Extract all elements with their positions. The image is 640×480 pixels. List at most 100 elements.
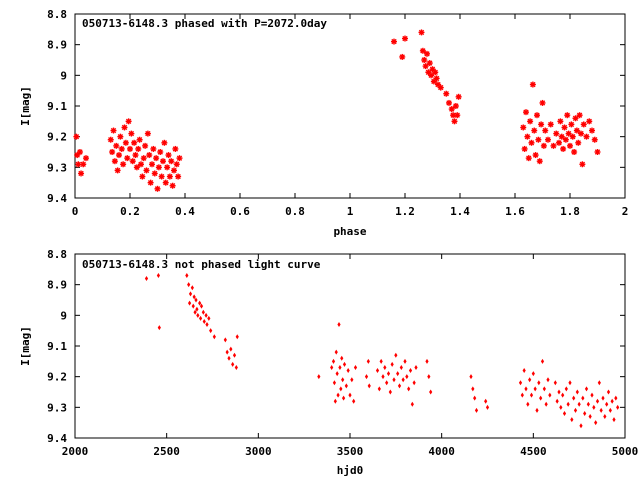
- data-point: [597, 380, 601, 386]
- x-tick-label: 2: [622, 205, 629, 218]
- data-point: [520, 124, 527, 131]
- data-point: [383, 364, 387, 370]
- data-point: [425, 69, 432, 76]
- data-point: [338, 364, 342, 370]
- data-point: [187, 282, 191, 288]
- data-point: [377, 386, 381, 392]
- data-point: [542, 127, 549, 134]
- data-point: [538, 121, 545, 128]
- data-point: [379, 358, 383, 364]
- x-tick-label: 0: [72, 205, 79, 218]
- data-point: [157, 149, 164, 155]
- data-point: [568, 380, 572, 386]
- x-tick-label: 1.2: [395, 205, 415, 218]
- data-point: [122, 139, 129, 146]
- data-point: [169, 182, 176, 189]
- data-point: [590, 392, 594, 398]
- data-point: [107, 136, 114, 143]
- data-point: [578, 130, 584, 137]
- x-tick-label: 4000: [428, 445, 455, 458]
- data-point: [341, 395, 346, 401]
- data-point: [556, 139, 562, 146]
- phased-light-curve-panel: 050713-6148.3 phased with P=2072.0day ph…: [19, 8, 628, 238]
- data-point: [528, 377, 532, 383]
- data-point: [454, 112, 461, 119]
- y-tick-label: 9.2: [47, 371, 67, 384]
- data-point: [401, 377, 405, 383]
- data-point: [73, 133, 80, 140]
- x-tick-label: 0.6: [230, 205, 250, 218]
- data-point: [572, 395, 576, 401]
- y-tick-label: 9.3: [47, 401, 67, 414]
- data-point: [117, 133, 124, 140]
- plot-frame: [74, 13, 626, 199]
- data-point: [399, 53, 406, 60]
- data-point: [133, 164, 140, 171]
- data-point: [127, 145, 133, 152]
- data-point: [198, 300, 202, 306]
- data-point: [151, 170, 158, 177]
- data-point: [595, 398, 600, 404]
- data-point: [160, 158, 166, 165]
- data-point: [124, 155, 131, 162]
- data-point: [533, 386, 537, 392]
- data-point: [569, 133, 576, 140]
- data-point: [573, 407, 578, 413]
- data-point: [111, 158, 118, 165]
- data-point: [545, 136, 551, 143]
- chart-title: 050713-6148.3 not phased light curve: [82, 258, 321, 271]
- data-point: [437, 84, 444, 91]
- data-point: [204, 312, 208, 318]
- x-tick-label: 0.4: [175, 205, 195, 218]
- data-point: [231, 361, 235, 367]
- data-point: [113, 142, 120, 149]
- data-point: [394, 352, 398, 358]
- data-point: [153, 155, 160, 162]
- data-point: [565, 130, 572, 137]
- data-point: [575, 389, 579, 395]
- data-point: [581, 395, 585, 401]
- data-point: [412, 380, 416, 386]
- data-point: [352, 398, 356, 404]
- tick-group: 2000 2500 3000 3500 4000 4500 5000 8.8 8.9 9 9.1 9.…: [47, 248, 638, 458]
- data-point: [573, 127, 580, 134]
- data-point: [158, 173, 165, 180]
- data-point: [234, 364, 238, 370]
- data-point: [385, 380, 389, 386]
- data-point: [536, 158, 543, 165]
- data-point: [418, 29, 425, 36]
- data-point: [173, 161, 180, 168]
- data-point: [333, 398, 337, 404]
- data-point: [205, 322, 209, 328]
- y-tick-label: 9: [60, 69, 67, 82]
- data-point: [586, 118, 593, 125]
- data-point: [342, 361, 347, 367]
- data-point: [518, 380, 523, 386]
- data-point: [392, 377, 396, 383]
- data-point: [526, 401, 530, 407]
- data-point: [332, 380, 337, 386]
- data-point: [424, 50, 430, 57]
- data-point: [427, 374, 431, 380]
- data-point: [591, 136, 598, 143]
- data-point: [144, 276, 149, 282]
- x-tick-label: 1.4: [450, 205, 470, 218]
- x-tick-label: 5000: [612, 445, 639, 458]
- tick-group: 0 0.2 0.4 0.6 0.8 1 1.2 1.4 1.6 1.8 2 8.8 8.9 9 9.1 9.2…: [47, 8, 628, 218]
- data-point: [425, 358, 429, 364]
- data-point: [583, 410, 587, 416]
- data-point: [144, 130, 151, 137]
- data-point: [603, 414, 607, 420]
- data-point: [229, 346, 233, 352]
- data-point: [484, 398, 488, 404]
- data-point: [558, 133, 565, 140]
- y-tick-label: 8.8: [47, 248, 67, 261]
- data-point: [539, 99, 546, 106]
- data-point: [403, 358, 407, 364]
- data-point: [579, 161, 586, 168]
- data-point: [561, 392, 565, 398]
- data-point: [443, 90, 450, 97]
- data-point: [334, 349, 338, 355]
- data-point: [529, 392, 534, 398]
- data-point: [540, 358, 545, 364]
